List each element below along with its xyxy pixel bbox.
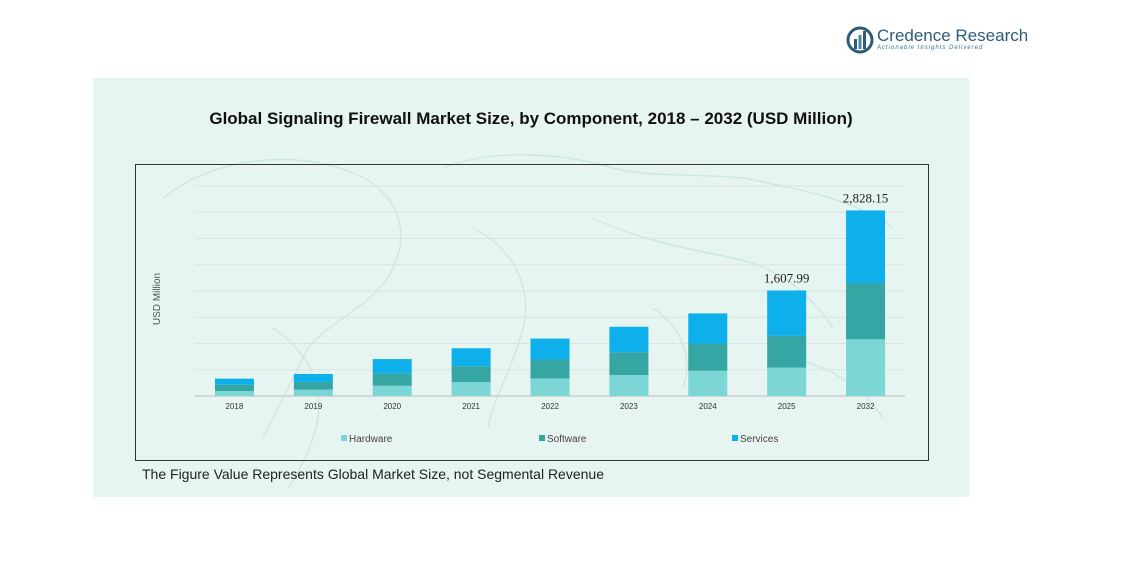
bar-hardware-2022: [530, 378, 570, 396]
brand-tagline: Actionable Insights Delivered: [877, 45, 984, 51]
bar-services-2024: [688, 313, 728, 344]
legend-swatch-software: [539, 435, 545, 441]
bar-software-2018: [214, 384, 254, 392]
bar-hardware-2025: [767, 367, 807, 396]
bar-hardware-2023: [609, 375, 649, 396]
legend-swatch-hardware: [341, 435, 347, 441]
bar-services-2025: [767, 290, 807, 336]
footnote: The Figure Value Represents Global Marke…: [142, 466, 604, 482]
x-tick-label: 2023: [620, 402, 638, 411]
legend: Hardware Software Services: [341, 434, 778, 445]
bar-hardware-2032: [846, 339, 886, 396]
bar-software-2019: [293, 381, 333, 390]
brand-name: Credence Research: [877, 26, 1029, 45]
bar-hardware-2019: [293, 389, 333, 396]
x-axis-ticks: 2018 2019 2020 2021 2022 2023 2024 2025 2032: [226, 402, 875, 411]
legend-label-hardware: Hardware: [349, 434, 393, 445]
bar-hardware-2021: [451, 382, 491, 396]
bar-software-2020: [372, 373, 412, 386]
y-axis-label: USD Million: [152, 273, 163, 325]
x-tick-label: 2019: [304, 402, 322, 411]
legend-label-services: Services: [740, 434, 778, 445]
bar-services-2023: [609, 326, 649, 353]
bar-software-2025: [767, 335, 807, 368]
bar-hardware-2020: [372, 385, 412, 396]
x-tick-label: 2021: [462, 402, 480, 411]
stacked-bar-chart: 1,607.99 2,828.15 2018 2019 2020 2021 2022 202…: [152, 185, 905, 445]
legend-label-software: Software: [547, 434, 587, 445]
x-tick-label: 2024: [699, 402, 717, 411]
world-map-background: [162, 154, 894, 489]
chart-panel: Global Signaling Firewall Market Size, b…: [93, 78, 969, 497]
bar-services-2021: [451, 348, 491, 367]
bar-hardware-2024: [688, 370, 728, 396]
bar-hardware-2018: [214, 391, 254, 396]
x-tick-label: 2032: [857, 402, 875, 411]
x-tick-label: 2020: [383, 402, 401, 411]
legend-swatch-services: [732, 435, 738, 441]
bar-services-2018: [214, 378, 254, 385]
bars: [214, 210, 886, 396]
x-tick-label: 2018: [226, 402, 244, 411]
data-label-2025: 1,607.99: [764, 270, 810, 285]
bar-software-2022: [530, 359, 570, 379]
bar-software-2024: [688, 343, 728, 371]
bar-services-2020: [372, 359, 412, 374]
x-tick-label: 2025: [778, 402, 796, 411]
brand-logo: Credence Research Actionable Insights De…: [846, 24, 1046, 56]
bar-software-2021: [451, 366, 491, 383]
x-tick-label: 2022: [541, 402, 559, 411]
chart-frame: [135, 164, 929, 461]
bar-services-2019: [293, 374, 333, 382]
data-label-2032: 2,828.15: [843, 190, 889, 205]
bar-software-2032: [846, 283, 886, 340]
bar-services-2022: [530, 338, 570, 360]
data-labels: 1,607.99 2,828.15: [764, 190, 888, 285]
bar-services-2032: [846, 210, 886, 284]
bar-software-2023: [609, 352, 649, 375]
bar-chart-circle-logo-icon: [846, 26, 874, 54]
chart-title: Global Signaling Firewall Market Size, b…: [209, 109, 853, 128]
